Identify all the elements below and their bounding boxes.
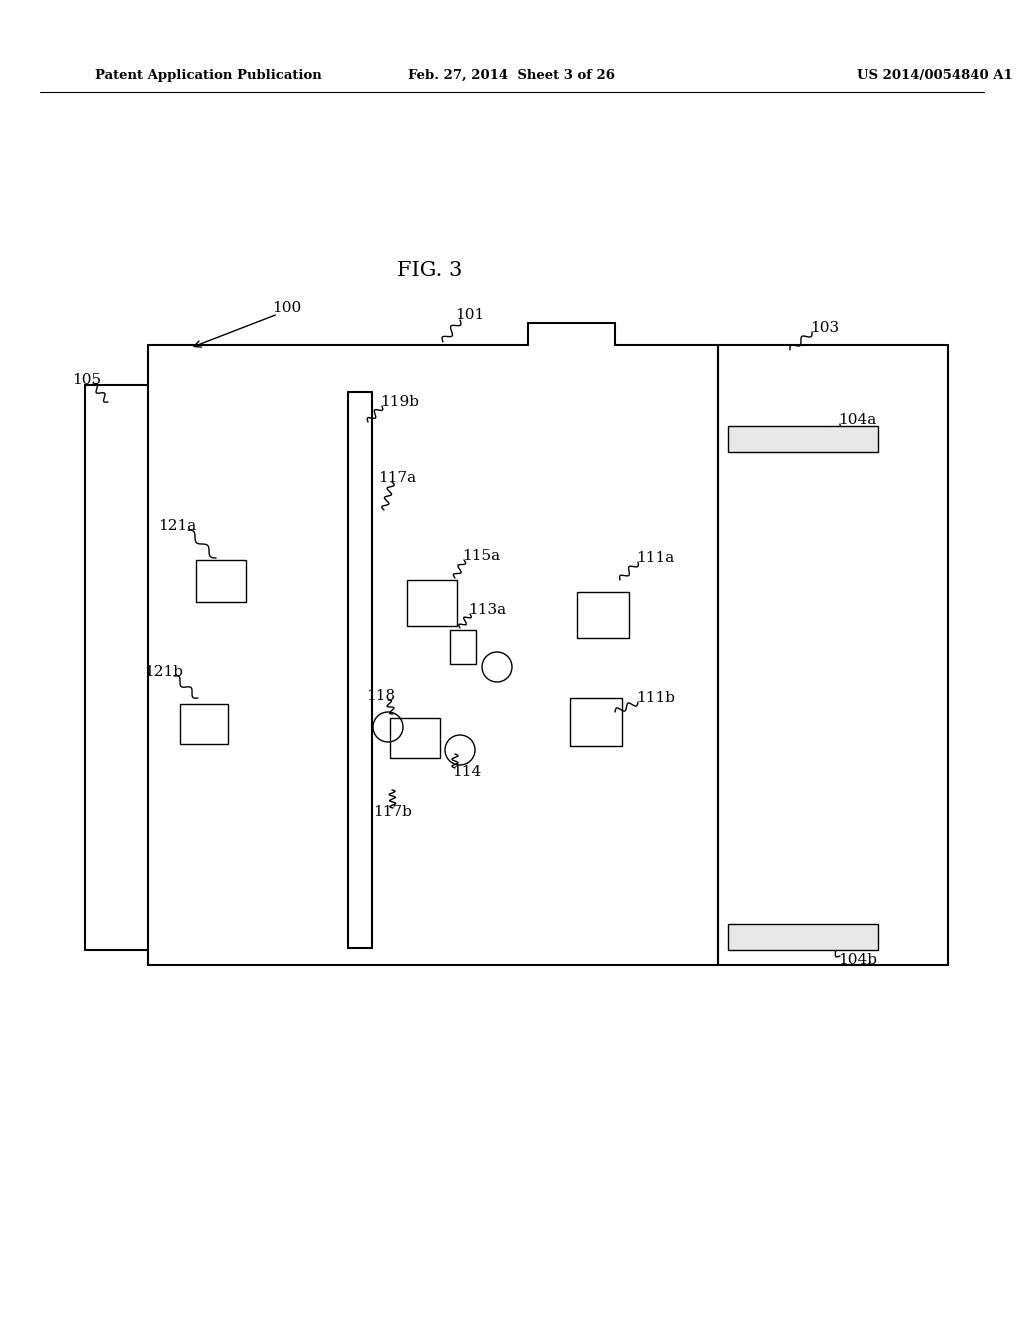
- Text: 119b: 119b: [380, 395, 419, 409]
- Text: 104a: 104a: [838, 413, 877, 426]
- Text: 114: 114: [452, 766, 481, 779]
- Bar: [450, 630, 476, 664]
- Text: 101: 101: [455, 308, 484, 322]
- Text: 113a: 113a: [468, 603, 506, 616]
- Text: US 2014/0054840 A1: US 2014/0054840 A1: [857, 69, 1013, 82]
- Text: 121a: 121a: [158, 519, 197, 533]
- Text: 111b: 111b: [636, 690, 675, 705]
- Text: 118: 118: [366, 689, 395, 704]
- Text: 104b: 104b: [838, 953, 877, 968]
- Text: 121b: 121b: [144, 665, 183, 678]
- Bar: [180, 704, 228, 744]
- Text: Patent Application Publication: Patent Application Publication: [95, 69, 322, 82]
- Bar: [728, 426, 878, 451]
- Bar: [728, 924, 878, 950]
- Bar: [407, 579, 457, 626]
- Text: 117a: 117a: [378, 471, 416, 484]
- Text: 115a: 115a: [462, 549, 500, 564]
- Bar: [390, 718, 440, 758]
- Bar: [570, 698, 622, 746]
- Bar: [577, 591, 629, 638]
- Bar: [196, 560, 246, 602]
- Text: 117b: 117b: [373, 805, 412, 818]
- Text: 105: 105: [72, 374, 101, 387]
- Text: FIG. 3: FIG. 3: [397, 260, 463, 280]
- Text: 103: 103: [810, 321, 839, 335]
- Text: Feb. 27, 2014  Sheet 3 of 26: Feb. 27, 2014 Sheet 3 of 26: [409, 69, 615, 82]
- Text: 100: 100: [272, 301, 301, 315]
- Text: 111a: 111a: [636, 550, 674, 565]
